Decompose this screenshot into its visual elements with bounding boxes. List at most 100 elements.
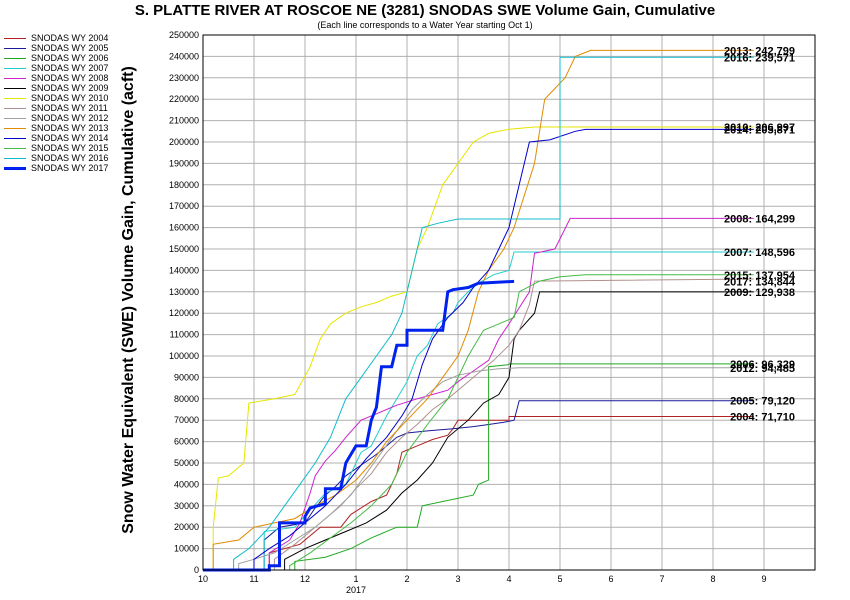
legend-label: SNODAS WY 2015 (31, 143, 109, 153)
legend-swatch (4, 147, 26, 149)
x-tick-label: 10 (198, 574, 208, 584)
legend-item: SNODAS WY 2009 (4, 83, 134, 93)
legend-label: SNODAS WY 2006 (31, 53, 109, 63)
legend-swatch (4, 97, 26, 99)
y-tick-label: 200000 (169, 137, 199, 147)
end-label: 2016: 239,571 (724, 52, 795, 64)
y-tick-label: 250000 (169, 30, 199, 40)
x-ticks: 10 11 12 1 2 3 4 5 6 7 8 9 (198, 574, 767, 584)
end-label: 2004: 71,710 (730, 412, 795, 424)
x-tick-label: 2 (404, 574, 409, 584)
legend-label: SNODAS WY 2005 (31, 43, 109, 53)
legend-swatch (4, 137, 26, 139)
end-label: 2009: 129,938 (724, 287, 795, 299)
y-tick-label: 90000 (174, 372, 199, 382)
legend-item: SNODAS WY 2011 (4, 103, 134, 113)
legend-item: SNODAS WY 2012 (4, 113, 134, 123)
legend-swatch (4, 166, 26, 170)
series-line-wy2017 (203, 279, 515, 572)
legend-label: SNODAS WY 2008 (31, 73, 109, 83)
legend-label: SNODAS WY 2007 (31, 63, 109, 73)
y-tick-label: 190000 (169, 158, 199, 168)
legend-item: SNODAS WY 2013 (4, 123, 134, 133)
y-tick-label: 10000 (174, 544, 199, 554)
x-tick-label: 11 (249, 574, 258, 584)
legend-label: SNODAS WY 2004 (31, 33, 109, 43)
end-label: 2005: 79,120 (730, 396, 795, 408)
series-line-wy2015 (203, 274, 754, 571)
legend-label: SNODAS WY 2016 (31, 153, 109, 163)
series-line-wy2014 (203, 128, 754, 571)
legend-item: SNODAS WY 2008 (4, 73, 134, 83)
x-tick-label: 12 (300, 574, 310, 584)
y-tick-label: 80000 (174, 394, 199, 404)
x-tick-label: 6 (608, 574, 613, 584)
chart-title: S. PLATTE RIVER AT ROSCOE NE (3281) SNOD… (134, 2, 716, 19)
x-tick-label: 7 (659, 574, 664, 584)
end-label: 2010: 206,997 (724, 122, 795, 134)
end-label: 2008: 164,299 (724, 213, 795, 225)
legend-item: SNODAS WY 2016 (4, 153, 134, 163)
legend-item: SNODAS WY 2005 (4, 43, 134, 53)
plot-frame (202, 34, 816, 571)
x-year-label: 2017 (346, 585, 366, 595)
legend-swatch (4, 67, 26, 69)
end-label: 2013: 242,799 (724, 45, 795, 57)
y-tick-label: 70000 (174, 415, 199, 425)
end-labels: 2004: 71,710 2005: 79,120 2006: 96,329 2007… (724, 45, 796, 423)
y-ticks: 0 10000 20000 30000 40000 50000 60000 70000 8000… (169, 30, 199, 575)
legend-item: SNODAS WY 2014 (4, 133, 134, 143)
legend-swatch (4, 107, 26, 109)
legend-item: SNODAS WY 2015 (4, 143, 134, 153)
y-tick-label: 130000 (169, 287, 199, 297)
legend-swatch (4, 127, 26, 129)
y-tick-label: 240000 (169, 51, 199, 61)
y-tick-label: 230000 (169, 73, 199, 83)
series-line-wy2011 (203, 278, 754, 571)
y-tick-label: 180000 (169, 180, 199, 190)
legend-item: SNODAS WY 2004 (4, 33, 134, 43)
legend-label: SNODAS WY 2011 (31, 103, 108, 113)
x-tick-label: 3 (455, 574, 460, 584)
legend: SNODAS WY 2004 SNODAS WY 2005 SNODAS WY 20… (4, 33, 134, 173)
series-line-wy2006 (203, 363, 754, 571)
end-label: 2015: 137,954 (724, 270, 796, 282)
x-tick-label: 9 (761, 574, 766, 584)
series-line-wy2005 (203, 400, 754, 571)
y-tick-label: 140000 (169, 265, 199, 275)
series-line-wy2016 (203, 56, 754, 571)
y-tick-label: 20000 (174, 522, 199, 532)
legend-item: SNODAS WY 2010 (4, 93, 134, 103)
x-tick-label: 8 (710, 574, 715, 584)
legend-item: SNODAS WY 2017 (4, 163, 134, 173)
legend-label: SNODAS WY 2014 (31, 133, 109, 143)
y-tick-label: 0 (194, 565, 199, 575)
legend-label: SNODAS WY 2013 (31, 123, 109, 133)
legend-swatch (4, 117, 26, 119)
legend-item: SNODAS WY 2006 (4, 53, 134, 63)
end-label: 2006: 96,329 (730, 359, 795, 371)
series-line-wy2013 (203, 49, 754, 571)
legend-label: SNODAS WY 2009 (31, 83, 109, 93)
end-label: 2007: 148,596 (724, 247, 795, 259)
end-label: 2014: 205,871 (724, 124, 795, 136)
y-tick-label: 40000 (174, 479, 199, 489)
y-tick-label: 100000 (169, 351, 199, 361)
legend-label: SNODAS WY 2012 (31, 113, 109, 123)
y-tick-label: 160000 (169, 223, 199, 233)
chart-subtitle: (Each line corresponds to a Water Year s… (317, 20, 533, 30)
end-label: 2017: 134,844 (724, 276, 796, 288)
y-tick-label: 30000 (174, 501, 199, 511)
series-line-wy2010 (203, 126, 754, 571)
end-label: 2012: 94,485 (730, 363, 795, 375)
legend-swatch (4, 87, 26, 89)
y-tick-label: 150000 (169, 244, 199, 254)
y-tick-label: 60000 (174, 437, 199, 447)
x-tick-label: 1 (353, 574, 358, 584)
x-tick-label: 5 (557, 574, 562, 584)
legend-swatch (4, 47, 26, 49)
y-tick-label: 120000 (169, 308, 199, 318)
x-tick-label: 4 (506, 574, 511, 584)
legend-swatch (4, 157, 26, 159)
